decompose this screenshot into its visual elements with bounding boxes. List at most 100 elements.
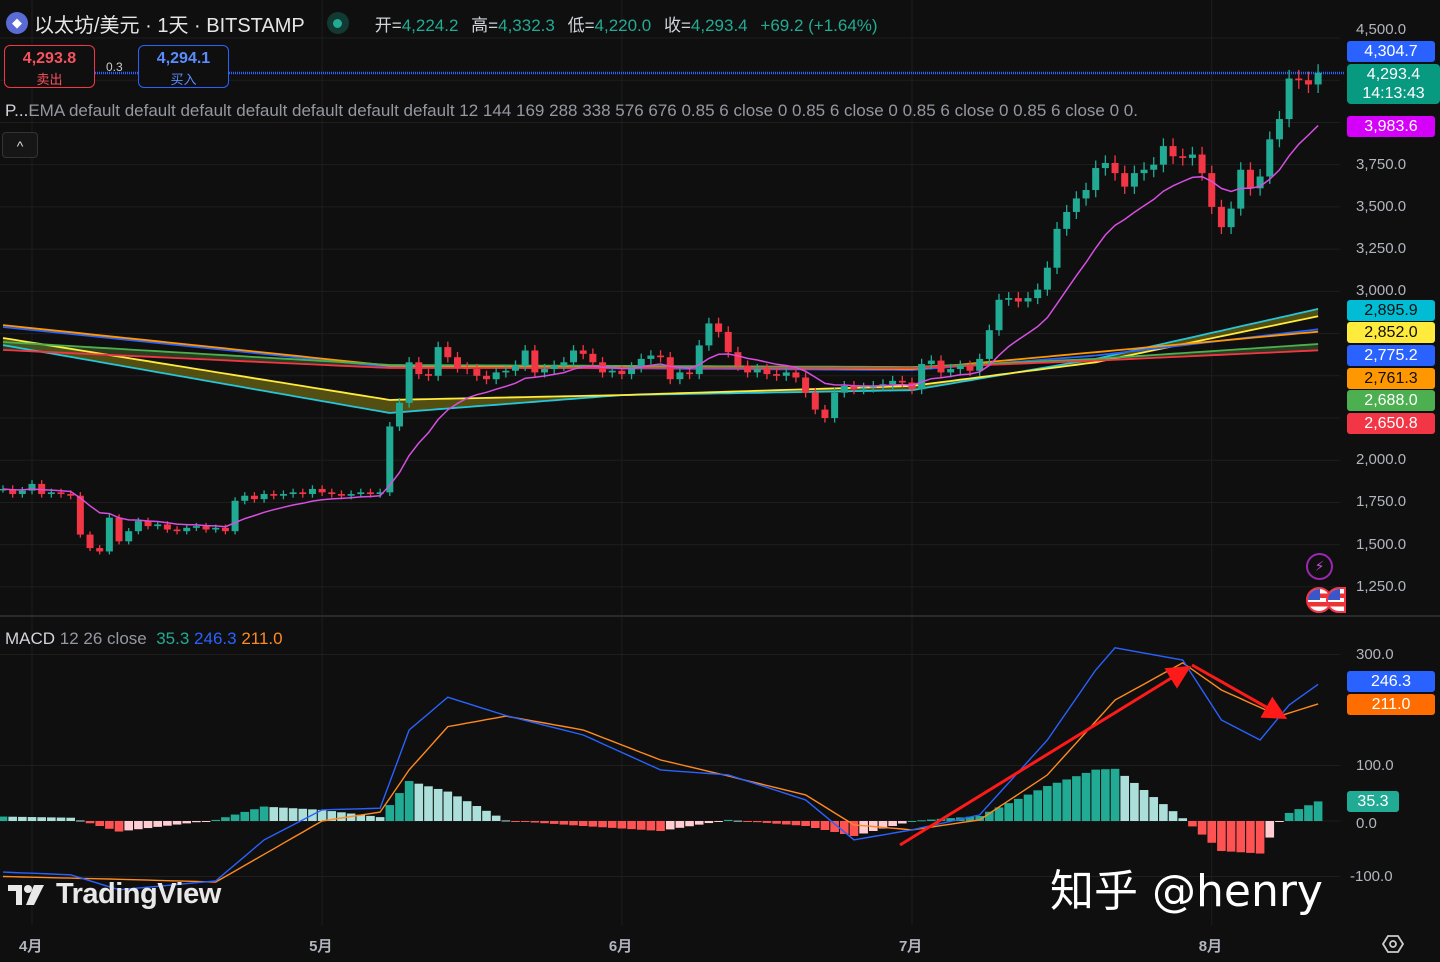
macd-histogram-bar [801,821,810,826]
candle [308,485,316,498]
candle-body [1005,298,1013,300]
macd-histogram-bar [221,817,230,821]
macd-histogram-bar [975,816,984,821]
candle-body [869,385,877,388]
candle-body [502,370,510,373]
macd-histogram-bar [1217,821,1226,851]
macd-histogram-bar [85,821,95,824]
candle [9,485,17,498]
price-tag: 2,852.0 [1347,322,1435,343]
lightning-icon[interactable]: ⚡ [1306,553,1333,580]
price-axis-label: 1,250.0 [1356,577,1407,595]
candle-body [279,494,287,496]
time-axis-label: 6月 [608,938,633,955]
candle-body [1082,190,1090,199]
candle [937,355,945,378]
candle-body [1092,168,1100,191]
candle [1246,162,1254,196]
candle [831,387,839,423]
candle [889,375,897,390]
macd-histogram-bar [656,821,665,831]
candle [1256,169,1264,196]
macd-histogram-bar [762,821,772,823]
candle-body [1227,208,1235,228]
price-tag: 2,895.9 [1347,300,1435,321]
candle [424,369,432,381]
macd-histogram-bar [182,821,192,824]
price-tag: 3,983.6 [1347,116,1435,137]
candle [860,382,868,395]
candle [173,526,181,535]
candle-body [47,492,55,495]
symbol-title[interactable]: 以太坊/美元 · 1天 · BITSTAMP [34,14,305,37]
candle-body [618,370,626,375]
macd-histogram-bar [772,821,781,824]
candle-body [666,357,674,380]
candle-body [260,494,268,500]
candle [966,360,974,376]
macd-histogram-bar [37,817,46,821]
macd-histogram-bar [134,821,143,830]
candle [154,521,162,530]
macd-histogram-bar [559,821,569,825]
candle-body [850,385,858,390]
candle-body [1121,173,1129,187]
macd-histogram-bar [878,821,888,829]
chevron-up-icon[interactable]: ^ [2,132,38,158]
macd-histogram-bar [95,821,104,827]
macd-histogram-bar [337,812,346,821]
candle-body [811,392,819,410]
candle-body [1208,173,1216,207]
price-axis-label: 2,000.0 [1356,451,1407,469]
candle [637,353,645,373]
candle-body [608,370,616,373]
macd-histogram-bar [1226,821,1236,852]
macd-histogram-bar [56,817,66,821]
candle-body [985,330,993,359]
candle [1005,292,1013,306]
candle-body [1072,198,1080,212]
candle-body [1217,206,1225,228]
macd-histogram-bar [694,821,704,825]
candle-body [705,323,713,346]
us-flag-event-icon[interactable] [1326,587,1346,613]
macd-histogram-bar [375,817,385,821]
candle [1285,69,1293,128]
candle [86,531,94,552]
candle [811,387,819,415]
candle [1275,110,1283,148]
sell-button[interactable]: 4,293.8 卖出 [4,45,95,88]
candle [724,326,732,358]
macd-histogram-bar [810,821,820,828]
macd-histogram-bar [1081,772,1091,821]
candle [144,517,152,530]
candle [395,398,403,431]
candle-body [173,529,181,532]
candle-body [231,500,239,532]
ohlc-legend: 开=4,224.2 高=4,332.3 低=4,220.0 收=4,293.4 … [374,15,878,35]
candle-body [1140,169,1148,174]
macd-histogram-bar [356,814,366,821]
macd-histogram-bar [482,810,491,821]
macd-histogram-bar [839,821,849,834]
macd-histogram-bar [385,805,395,821]
candle [1092,160,1100,198]
buy-button[interactable]: 4,294.1 买入 [138,45,229,88]
candle-body [657,355,665,358]
macd-legend[interactable]: MACD 12 26 close 35.3 246.3 211.0 [5,629,283,648]
candle-body [125,531,133,542]
candle [647,350,655,365]
macd-histogram-bar [540,821,549,824]
macd-histogram-bar [1043,786,1052,821]
chart-header: ◆ 以太坊/美元 · 1天 · BITSTAMP 开=4,224.2 高=4,3… [6,10,886,37]
macd-histogram-bar [791,821,801,826]
candle [1034,283,1042,305]
settings-icon[interactable] [1382,933,1404,955]
candle-body [512,365,520,371]
macd-histogram-bar [511,821,520,822]
candle-body [492,372,500,380]
macd-axis-label: 100.0 [1356,756,1394,774]
candle [415,357,423,380]
indicator-legend[interactable]: P...EMA default default default default … [5,101,1138,120]
